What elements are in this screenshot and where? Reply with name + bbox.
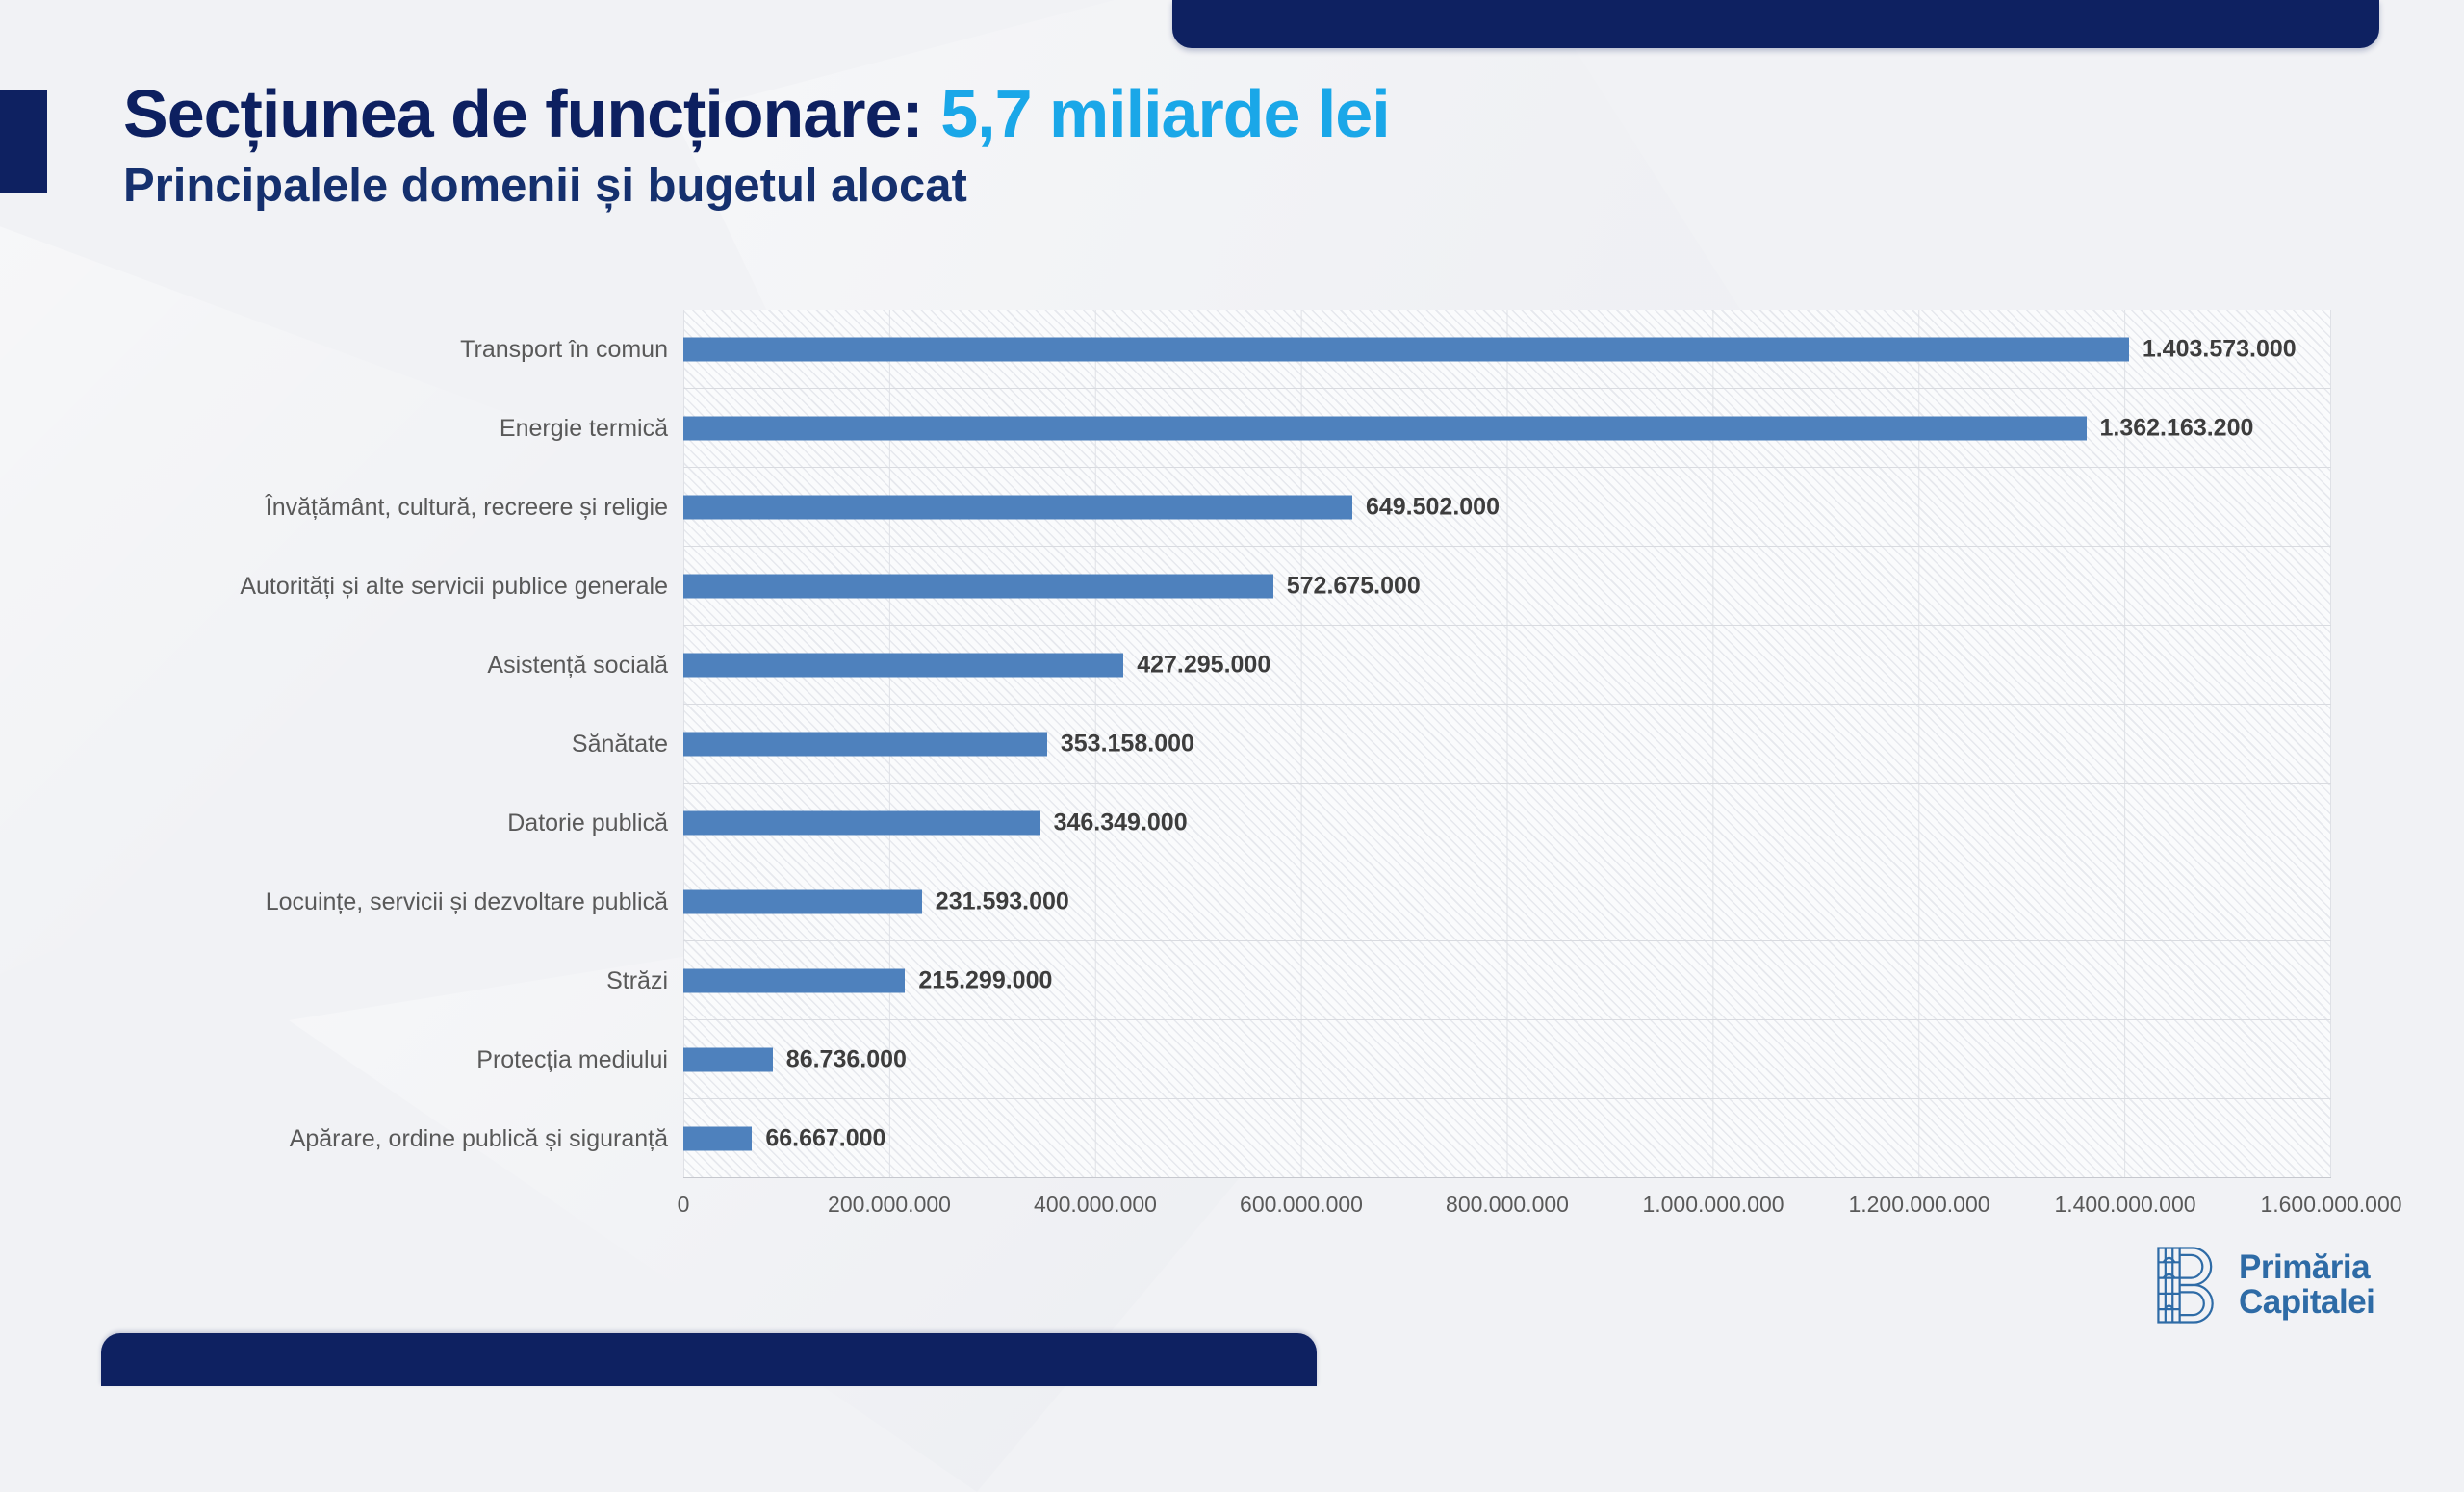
- x-axis: 0 200.000.000 400.000.000 600.000.000 800.00…: [678, 1192, 2402, 1230]
- bar-row: 66.667.000: [683, 1099, 2331, 1178]
- bar-row: 572.675.000: [683, 547, 2331, 626]
- footer-logo: Primăria Capitalei: [2154, 1244, 2375, 1326]
- left-accent-square: [0, 90, 47, 193]
- logo-line1: Primăria: [2239, 1248, 2371, 1287]
- header: Secțiunea de funcționare: 5,7 miliarde l…: [123, 76, 1391, 213]
- page-title: Secțiunea de funcționare: 5,7 miliarde l…: [123, 76, 1391, 151]
- bar-value-label: 649.502.000: [1365, 493, 1500, 520]
- bar-value-label: 86.736.000: [785, 1045, 907, 1072]
- bar: [683, 653, 1124, 677]
- x-axis-tick: 200.000.000: [828, 1192, 951, 1217]
- bar: [683, 495, 1352, 519]
- bar: [683, 810, 1040, 835]
- bar: [683, 1126, 753, 1150]
- bar: [683, 889, 922, 913]
- x-axis-tick: 0: [677, 1192, 690, 1217]
- bar: [683, 732, 1047, 756]
- category-label: Sănătate: [571, 730, 668, 758]
- category-label: Străzi: [606, 966, 668, 994]
- category-label: Protecția mediului: [476, 1045, 668, 1073]
- category-label: Transport în comun: [460, 335, 668, 363]
- category-label: Asistență socială: [487, 651, 668, 679]
- bar-row: 1.362.163.200: [683, 389, 2331, 468]
- plot-rows: 1.403.573.000 1.362.163.200 649.502.000 572…: [683, 310, 2331, 1178]
- x-axis-tick: 1.400.000.000: [2054, 1192, 2196, 1217]
- bar-value-label: 427.295.000: [1137, 651, 1271, 678]
- x-axis-tick: 1.000.000.000: [1642, 1192, 1784, 1217]
- logo-line2: Capitalei: [2239, 1283, 2375, 1321]
- bar-value-label: 353.158.000: [1060, 730, 1194, 757]
- bar-value-label: 572.675.000: [1286, 572, 1421, 599]
- logo-b-icon: [2157, 1247, 2214, 1324]
- category-label: Învățământ, cultură, recreere și religie: [265, 493, 668, 521]
- plot-area: 1.403.573.000 1.362.163.200 649.502.000 572…: [683, 310, 2331, 1178]
- bar: [683, 337, 2129, 361]
- bar: [683, 574, 1273, 598]
- bar-value-label: 66.667.000: [765, 1124, 886, 1151]
- bar-value-label: 231.593.000: [935, 887, 1069, 914]
- x-axis-tick: 800.000.000: [1446, 1192, 1569, 1217]
- bar-row: 346.349.000: [683, 784, 2331, 862]
- bar: [683, 416, 2087, 440]
- category-label: Locuințe, servicii și dezvoltare publică: [265, 887, 668, 915]
- category-labels: Transport în comun Energie termică Învățăm…: [144, 310, 683, 1178]
- x-axis-tick: 600.000.000: [1240, 1192, 1363, 1217]
- bottom-banner: [101, 1333, 1317, 1386]
- category-label: Datorie publică: [507, 809, 668, 836]
- bar-row: 86.736.000: [683, 1020, 2331, 1099]
- category-label: Energie termică: [499, 414, 668, 442]
- bar-row: 1.403.573.000: [683, 310, 2331, 389]
- bar-chart: Transport în comun Energie termică Învățăm…: [144, 310, 2331, 1178]
- page-subtitle: Principalele domenii și bugetul alocat: [123, 160, 967, 212]
- bar-value-label: 346.349.000: [1053, 809, 1188, 836]
- bar: [683, 1047, 773, 1071]
- bar-value-label: 1.403.573.000: [2142, 335, 2297, 362]
- top-right-banner: [1172, 0, 2379, 48]
- bar-row: 427.295.000: [683, 626, 2331, 705]
- x-axis-tick: 1.600.000.000: [2260, 1192, 2402, 1217]
- logo-text: Primăria Capitalei: [2239, 1248, 2375, 1321]
- bar-row: 215.299.000: [683, 941, 2331, 1020]
- category-label: Apărare, ordine publică și siguranță: [289, 1124, 668, 1152]
- bar-row: 353.158.000: [683, 705, 2331, 784]
- bar-row: 649.502.000: [683, 468, 2331, 547]
- bar-value-label: 215.299.000: [918, 966, 1053, 993]
- bar-row: 231.593.000: [683, 862, 2331, 941]
- bar: [683, 968, 906, 992]
- x-axis-tick: 1.200.000.000: [1848, 1192, 1990, 1217]
- page-title-accent: 5,7 miliarde lei: [940, 76, 1390, 151]
- x-axis-tick: 400.000.000: [1034, 1192, 1157, 1217]
- page-title-main: Secțiunea de funcționare:: [123, 76, 924, 151]
- category-label: Autorități și alte servicii publice gene…: [240, 572, 668, 600]
- bar-value-label: 1.362.163.200: [2099, 414, 2254, 441]
